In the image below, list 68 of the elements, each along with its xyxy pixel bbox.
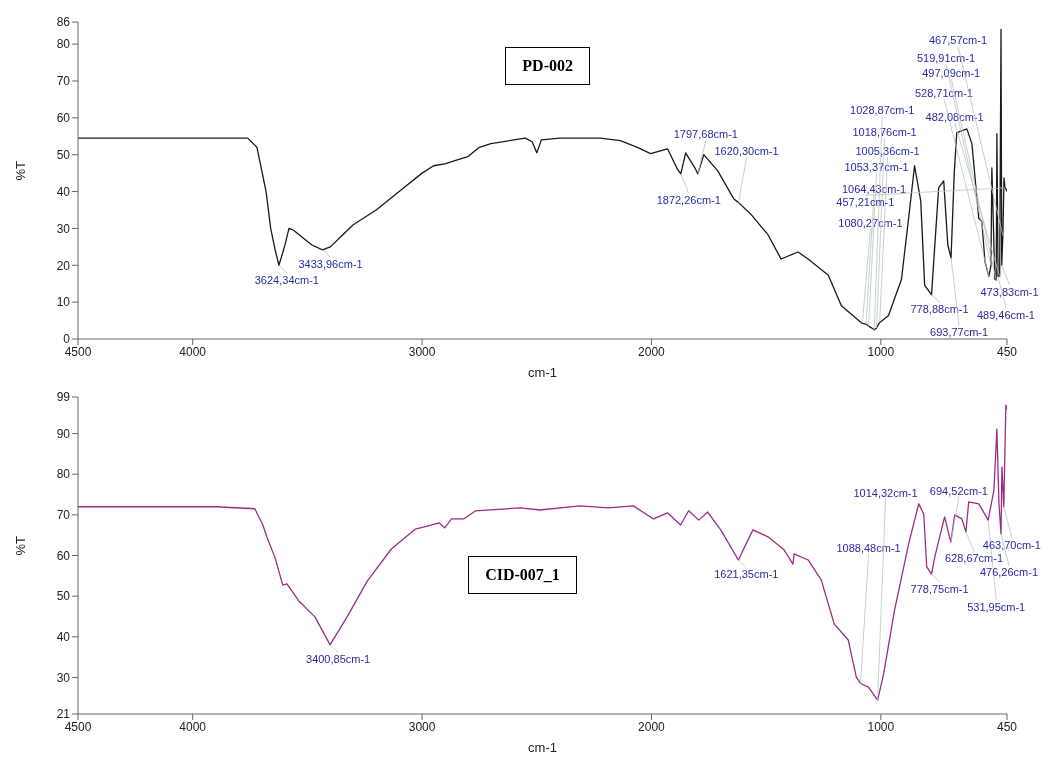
y-tick-label: 10 <box>56 295 71 310</box>
x-tick-label: 1000 <box>867 719 895 734</box>
annotation: 1621,35cm-1 <box>714 568 779 581</box>
y-tick-label: 60 <box>56 548 71 563</box>
annotation: 1620,30cm-1 <box>714 145 779 158</box>
x-tick-label: 1000 <box>867 344 895 359</box>
annotation: 694,52cm-1 <box>929 484 988 497</box>
x-tick-label: 3000 <box>408 719 436 734</box>
y-tick-label: 40 <box>56 184 71 199</box>
y-tick-label: 30 <box>56 221 71 236</box>
annotation: 3624,34cm-1 <box>254 273 319 286</box>
annotation: 1053,37cm-1 <box>844 160 909 173</box>
annotation: 463,70cm-1 <box>982 539 1041 552</box>
annotation: 1088,48cm-1 <box>836 542 901 555</box>
annotation: 457,21cm-1 <box>836 196 895 209</box>
annotation: 1797,68cm-1 <box>673 128 738 141</box>
y-tick-label: 50 <box>56 147 71 162</box>
x-tick-label: 2000 <box>638 719 666 734</box>
annotation: 3400,85cm-1 <box>306 653 371 666</box>
annotation: 528,71cm-1 <box>914 86 973 99</box>
y-tick-label: 70 <box>56 74 71 89</box>
y-tick-label: 20 <box>56 258 71 273</box>
annotation: 519,91cm-1 <box>916 51 976 64</box>
x-axis-title: cm-1 <box>528 365 557 380</box>
annotation: 3433,96cm-1 <box>298 258 363 271</box>
annotation: 476,26cm-1 <box>979 566 1039 579</box>
x-tick-label: 3000 <box>408 344 436 359</box>
annotation: 628,67cm-1 <box>944 552 1004 565</box>
x-tick-label: 4500 <box>64 344 92 359</box>
x-tick-label: 4500 <box>64 719 92 734</box>
annotation: 693,77cm-1 <box>930 326 989 339</box>
y-tick-label: 21 <box>56 707 71 722</box>
annotation: 1872,26cm-1 <box>656 194 721 207</box>
x-tick-label: 2000 <box>638 344 666 359</box>
y-tick-label: 0 <box>63 332 71 347</box>
annotation: 778,88cm-1 <box>910 303 969 316</box>
y-tick-label: 60 <box>56 111 71 126</box>
annotation: 1064,43cm-1 <box>841 182 907 195</box>
y-tick-label: 30 <box>56 670 71 685</box>
y-axis-title: %T <box>12 160 28 181</box>
annotation: 497,09cm-1 <box>922 66 981 79</box>
annotation: 1018,76cm-1 <box>852 126 917 139</box>
text: PD-002 <box>505 47 590 86</box>
annotation: 778,75cm-1 <box>910 582 969 595</box>
y-tick-label: 86 <box>56 15 71 30</box>
y-axis-title: %T <box>12 535 28 556</box>
annotation: 1014,32cm-1 <box>853 486 918 499</box>
annotation: 1005,36cm-1 <box>855 144 920 157</box>
y-tick-label: 80 <box>56 467 71 482</box>
annotation: 1080,27cm-1 <box>838 217 903 230</box>
x-tick-label: 4000 <box>179 344 207 359</box>
x-tick-label: 4000 <box>179 719 207 734</box>
y-tick-label: 99 <box>56 390 71 405</box>
annotation: 467,57cm-1 <box>928 34 988 47</box>
y-tick-label: 50 <box>56 589 71 604</box>
y-tick-label: 90 <box>56 426 71 441</box>
text: CID-007_1 <box>468 555 577 594</box>
annotation: 489,46cm-1 <box>976 308 1035 321</box>
x-tick-label: 450 <box>996 719 1018 734</box>
y-tick-label: 80 <box>56 37 71 52</box>
x-axis-title: cm-1 <box>528 740 557 755</box>
y-tick-label: 70 <box>56 508 71 523</box>
annotation: 482,08cm-1 <box>925 110 984 123</box>
annotation: 1028,87cm-1 <box>850 104 915 117</box>
y-tick-label: 40 <box>56 630 71 645</box>
x-tick-label: 450 <box>996 344 1018 359</box>
annotation: 531,95cm-1 <box>967 600 1026 613</box>
annotation: 473,83cm-1 <box>980 285 1039 298</box>
